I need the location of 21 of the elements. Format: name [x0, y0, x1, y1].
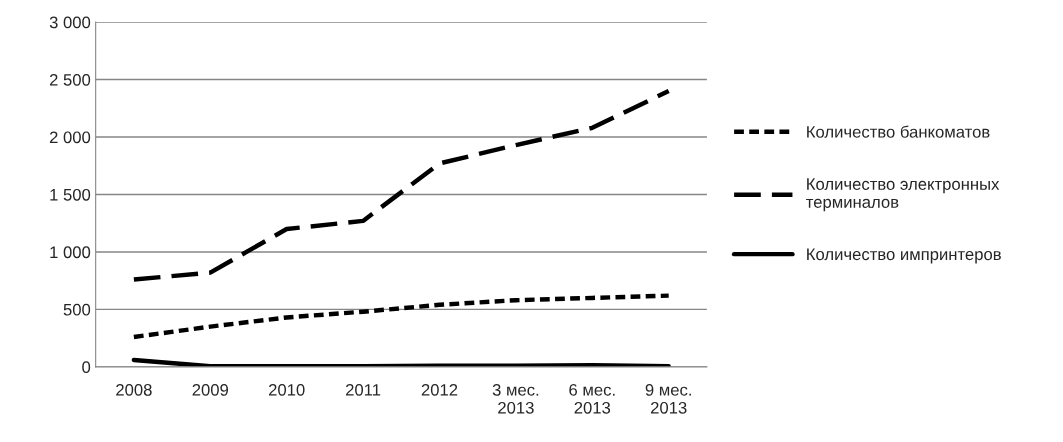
- y-tick-label: 2 000: [49, 131, 91, 144]
- y-tick-label: 3 000: [49, 16, 91, 29]
- x-tick-label: 2012: [421, 383, 458, 396]
- x-tick-label: 9 мес. 2013: [645, 383, 691, 414]
- x-tick-label: 2009: [192, 383, 229, 396]
- y-tick-label: 1 000: [50, 246, 91, 259]
- x-tick-label: 6 мес. 2013: [569, 383, 615, 414]
- line-series: [131, 293, 671, 340]
- x-tick-label: 2008: [116, 383, 152, 396]
- legend-label: Количество импринтеров: [807, 248, 1001, 264]
- x-tick-label: 3 мес. 2013: [492, 383, 539, 414]
- legend-label: Количество электронных терминалов: [806, 178, 1000, 212]
- x-tick-label: 2010: [268, 383, 305, 396]
- legend-label: Количество банкоматов: [807, 125, 990, 138]
- y-tick-label: 0: [82, 361, 91, 374]
- y-tick-label: 500: [63, 303, 91, 316]
- line-series: [131, 357, 671, 367]
- y-tick-label: 1 500: [50, 188, 91, 201]
- line-series: [131, 88, 671, 282]
- x-tick-label: 2011: [346, 383, 381, 396]
- y-tick-label: 2 500: [49, 73, 91, 86]
